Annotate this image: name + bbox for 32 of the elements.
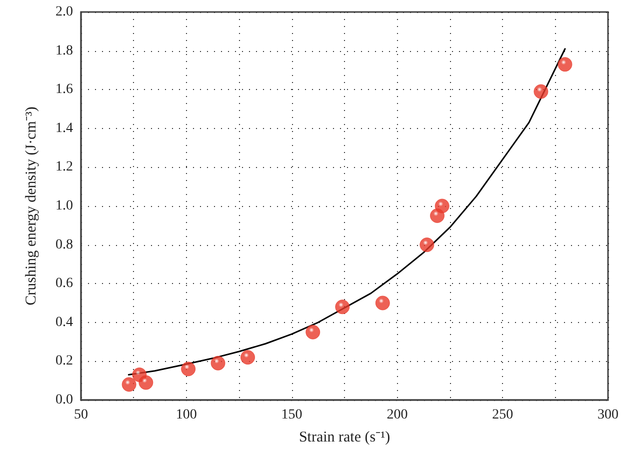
point <box>434 198 450 214</box>
y-tick-label: 1.2 <box>56 160 73 175</box>
point <box>122 377 136 392</box>
y-tick-label: 0.6 <box>56 276 73 292</box>
line-series <box>128 48 566 376</box>
point <box>181 362 196 376</box>
y-tick-label: 1.0 <box>56 198 73 214</box>
x-tick-label: 100 <box>176 408 197 422</box>
x-tick-label: 200 <box>386 408 408 422</box>
y-tick-label: 1.6 <box>56 82 73 98</box>
x-tick-label: 300 <box>598 408 618 422</box>
point <box>558 57 572 72</box>
point <box>534 84 548 99</box>
point <box>138 375 154 390</box>
x-axis-title: Strain rate (s⁻¹) <box>298 430 390 446</box>
y-tick-label: 0.0 <box>56 392 73 408</box>
y-tick-label: 0.2 <box>56 354 73 369</box>
point <box>335 300 350 314</box>
y-tick-label: 0.8 <box>56 237 73 252</box>
x-tick-label: 50 <box>74 408 88 422</box>
point <box>306 324 320 340</box>
point <box>240 350 255 365</box>
y-tick-label: 1.4 <box>56 120 73 136</box>
point <box>375 296 390 310</box>
y-tick-label: 0.4 <box>56 314 73 330</box>
x-tick-label: 150 <box>281 408 302 422</box>
y-axis-title: Crushing energy density (J·cm⁻³) <box>24 106 40 306</box>
y-tick-label: 1.8 <box>56 43 73 58</box>
point <box>210 356 226 370</box>
y-tick-label: 2.0 <box>56 4 73 20</box>
point <box>420 238 434 252</box>
x-tick-label: 250 <box>492 408 514 422</box>
